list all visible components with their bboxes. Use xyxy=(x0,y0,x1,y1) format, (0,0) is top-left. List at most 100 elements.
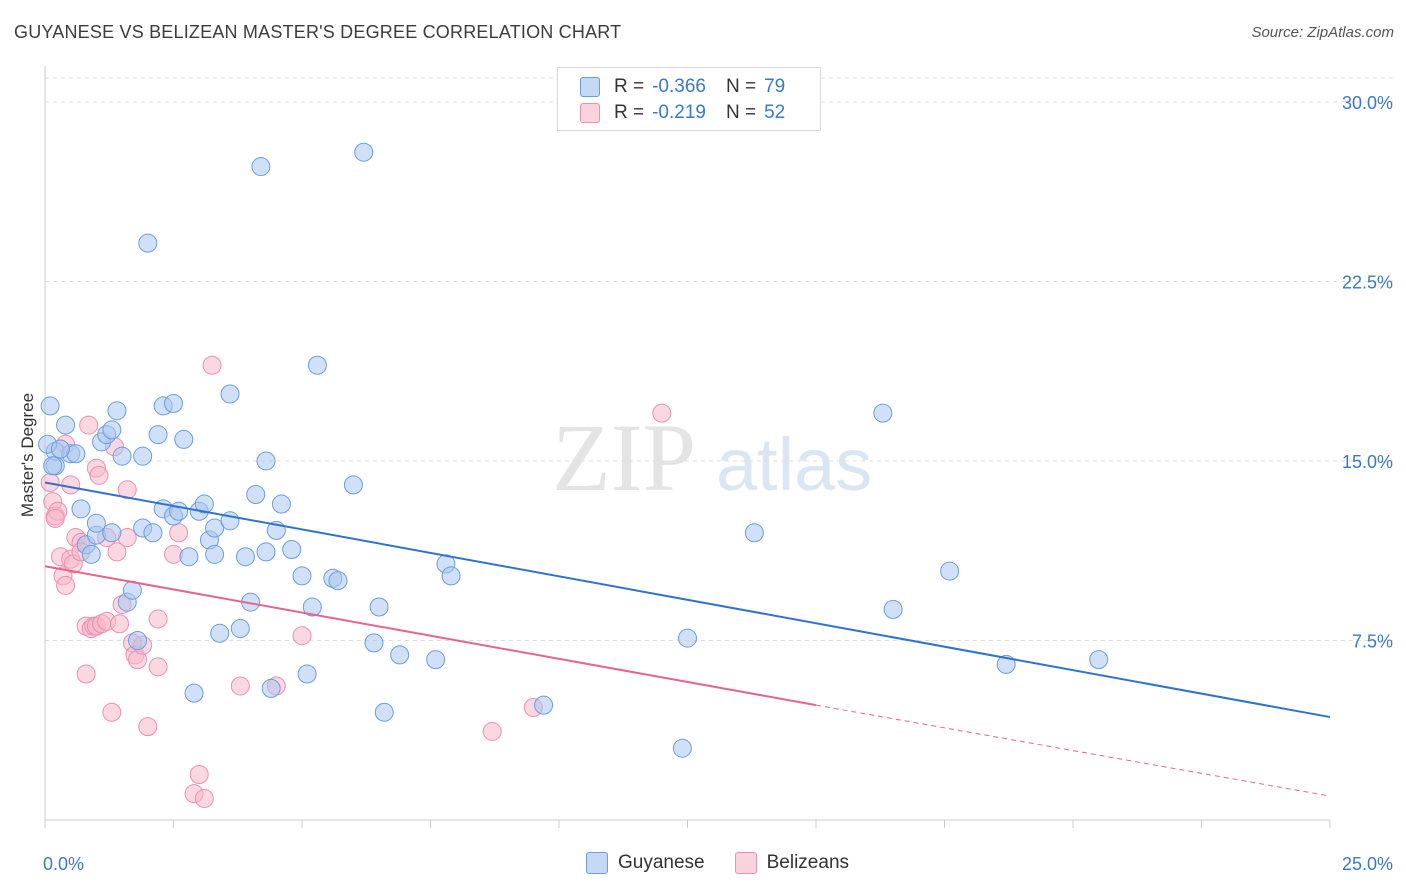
legend-r-value: -0.219 xyxy=(652,102,706,123)
guyanese-point xyxy=(40,396,60,416)
guyanese-point xyxy=(102,420,122,440)
guyanese-point xyxy=(364,633,384,653)
belizeans-point xyxy=(61,475,81,495)
belizeans-point xyxy=(230,676,250,696)
belizeans-point xyxy=(76,664,96,684)
guyanese-point xyxy=(441,566,461,586)
belizeans-point xyxy=(169,523,189,543)
guyanese-point xyxy=(678,628,697,648)
y-tick-labels: 7.5% 15.0% 22.5% 30.0% xyxy=(1342,93,1393,652)
legend-swatch-guyanese xyxy=(586,852,608,874)
guyanese-point xyxy=(744,523,764,543)
legend-n-value: 79 xyxy=(764,76,786,97)
guyanese-point xyxy=(50,439,70,459)
y-tick-label: 30.0% xyxy=(1342,93,1393,113)
belizeans-point xyxy=(110,614,130,634)
guyanese-point xyxy=(282,540,302,560)
guyanese-point xyxy=(534,695,554,715)
belizeans-point xyxy=(202,355,222,375)
x-tick-label: 25.0% xyxy=(1342,854,1393,874)
y-tick-label: 15.0% xyxy=(1342,452,1393,472)
guyanese-point xyxy=(86,513,106,533)
legend-n-value: 52 xyxy=(764,102,786,123)
source-label: Source: ZipAtlas.com xyxy=(1251,24,1394,41)
guyanese-point xyxy=(390,645,410,665)
guyanese-point xyxy=(297,664,317,684)
guyanese-point xyxy=(261,678,281,698)
legend-item-guyanese[interactable]: Guyanese xyxy=(586,852,705,874)
chart-title: GUYANESE VS BELIZEAN MASTER'S DEGREE COR… xyxy=(14,22,622,42)
guyanese-point xyxy=(251,157,271,177)
belizeans-point xyxy=(292,626,312,646)
belizeans-point xyxy=(189,765,209,785)
guyanese-points xyxy=(38,142,1109,758)
x-tick-labels: 0.0% 25.0% xyxy=(43,854,1393,874)
legend-swatch-guyanese xyxy=(580,77,600,97)
guyanese-point xyxy=(292,566,312,586)
guyanese-point xyxy=(374,702,394,722)
guyanese-point xyxy=(210,623,230,643)
guyanese-point xyxy=(996,654,1016,674)
guyanese-point xyxy=(71,499,91,519)
belizeans-point xyxy=(102,702,122,722)
legend-swatch-belizeans xyxy=(734,852,757,874)
y-tick-label: 7.5% xyxy=(1352,631,1393,651)
guyanese-point xyxy=(107,401,127,421)
guyanese-point xyxy=(1089,650,1109,670)
guyanese-point xyxy=(307,355,327,375)
legend-row-guyanese: R = -0.366 N = 79 xyxy=(580,75,785,99)
watermark-atlas: atlas xyxy=(716,423,872,506)
guyanese-point xyxy=(43,456,63,476)
guyanese-point xyxy=(354,142,374,162)
trend-lines xyxy=(44,481,1331,797)
guyanese-point xyxy=(220,384,240,404)
series-legend: Guyanese Belizeans xyxy=(586,852,879,874)
guyanese-point xyxy=(133,446,153,466)
legend-swatch-belizeans xyxy=(580,103,600,123)
belizeans-point xyxy=(79,415,99,435)
legend-label-guyanese: Guyanese xyxy=(618,852,705,873)
y-tick-label: 22.5% xyxy=(1342,272,1393,292)
guyanese-point xyxy=(143,523,163,543)
guyanese-point xyxy=(102,523,122,543)
guyanese-point xyxy=(256,542,276,562)
guyanese-point xyxy=(873,403,893,423)
guyanese-point xyxy=(138,233,158,253)
y-axis-label: Master's Degree xyxy=(18,393,37,517)
guyanese-point xyxy=(179,547,199,567)
guyanese-point xyxy=(256,451,276,471)
guyanese-point xyxy=(426,650,446,670)
legend-n-label: N = xyxy=(725,76,757,97)
guyanese-point xyxy=(328,571,348,591)
guyanese-point xyxy=(271,494,291,514)
belizeans-point xyxy=(652,403,672,423)
watermark: ZIP atlas xyxy=(552,404,872,511)
belizeans-point xyxy=(148,609,168,629)
belizeans-point xyxy=(194,788,214,808)
belizeans-point xyxy=(482,721,502,741)
guyanese-point xyxy=(302,597,322,617)
guyanese-point xyxy=(194,494,214,514)
legend-label-belizeans: Belizeans xyxy=(766,852,850,873)
belizeans-trend-extension xyxy=(815,704,1331,797)
legend-r-value: -0.366 xyxy=(652,76,706,97)
guyanese-point xyxy=(174,429,194,449)
legend-n-label: N = xyxy=(725,102,757,123)
guyanese-point xyxy=(56,415,76,435)
guyanese-point xyxy=(883,599,903,619)
legend-item-belizeans[interactable]: Belizeans xyxy=(734,852,850,874)
x-tick-label: 0.0% xyxy=(43,854,84,874)
belizeans-point xyxy=(45,508,65,528)
guyanese-point xyxy=(940,561,960,581)
guyanese-point xyxy=(369,597,389,617)
belizeans-point xyxy=(107,542,127,562)
guyanese-point xyxy=(112,446,132,466)
guyanese-point xyxy=(672,738,692,758)
belizeans-point xyxy=(148,657,168,677)
guyanese-point xyxy=(184,683,204,703)
guyanese-point xyxy=(230,619,250,639)
belizeans-point xyxy=(56,575,76,595)
guyanese-point xyxy=(235,547,255,567)
guyanese-point xyxy=(164,394,183,414)
